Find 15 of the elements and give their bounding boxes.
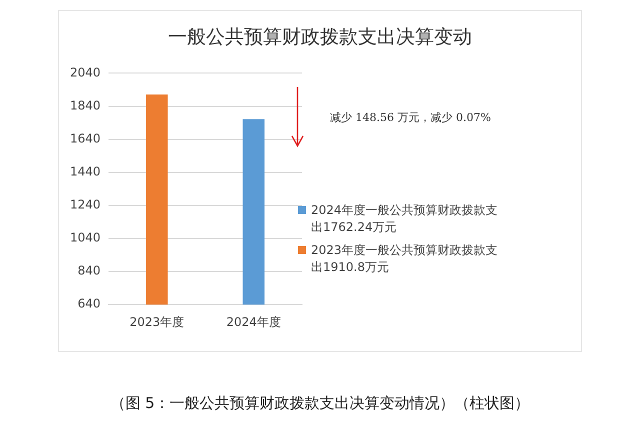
y-tick-label: 1840 — [70, 98, 101, 112]
y-tick-label: 640 — [78, 296, 101, 311]
y-tick-label: 1640 — [70, 131, 101, 146]
chart-title: 一般公共预算财政拨款支出决算变动 — [167, 25, 473, 50]
text: （图 5：一般公共预算财政拨款支出决算变动情况）（柱状图） — [109, 394, 531, 413]
text: 减少 148.56 万元，减少 0.07% — [330, 110, 491, 125]
x-tick-label: 2023年度 — [130, 314, 184, 329]
y-tick-label: 1040 — [70, 230, 101, 245]
legend-label: 2023年度一般公共预算财政拨款支出1910.8万元 — [311, 242, 499, 276]
x-tick-label: 2024年度 — [226, 314, 281, 329]
y-tick-label: 2040 — [70, 65, 101, 80]
y-tick-label: 1440 — [70, 164, 101, 178]
y-tick-label: 1240 — [70, 198, 101, 212]
y-tick-label: 840 — [78, 264, 101, 278]
legend-label: 2024年度一般公共预算财政拨款支出1762.24万元 — [311, 202, 499, 236]
